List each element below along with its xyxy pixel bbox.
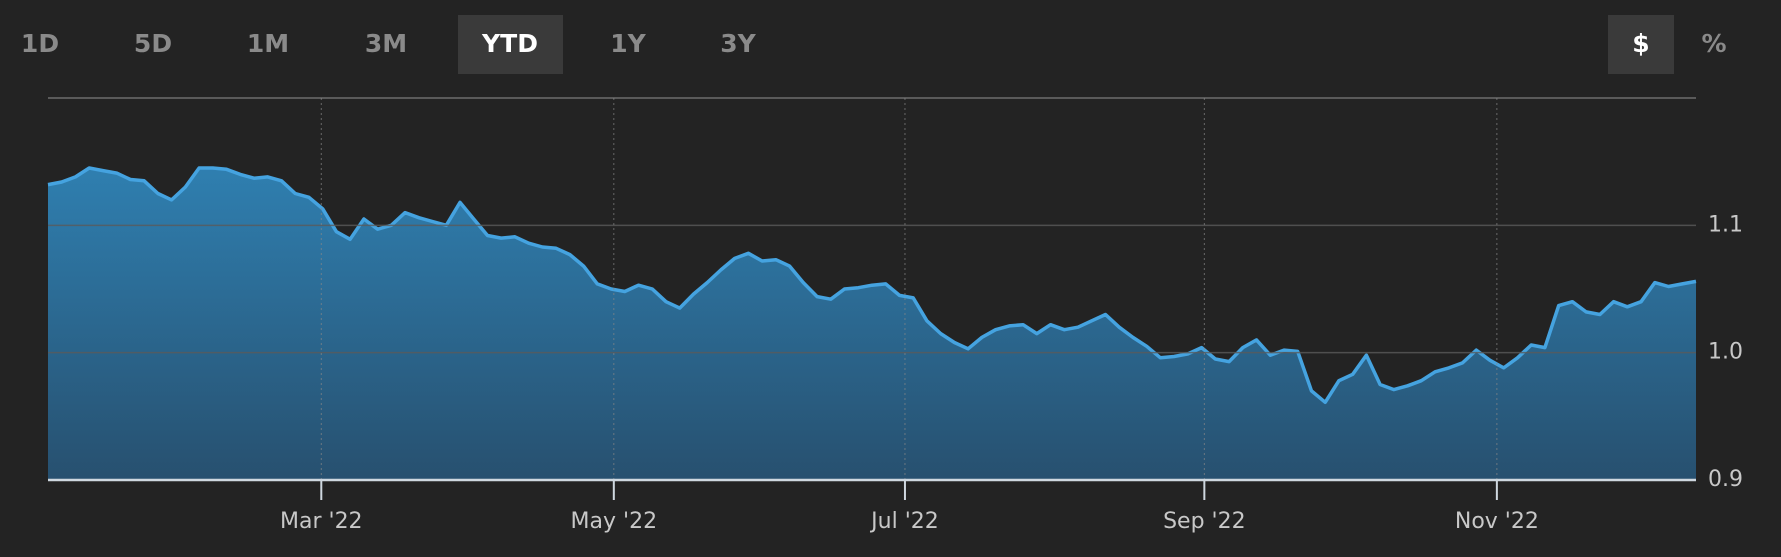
unit-button[interactable]: $ [1632,29,1649,58]
range-button[interactable]: 3Y [720,29,756,58]
unit-button-bg[interactable] [1608,15,1674,74]
y-tick-label: 0.9 [1708,467,1743,492]
range-button[interactable]: YTD [481,29,538,58]
range-button-bg[interactable] [458,15,563,74]
range-button[interactable]: 1D [21,29,59,58]
range-button[interactable]: 3M [365,29,407,58]
unit-button[interactable]: % [1701,29,1726,58]
y-tick-label: 1.1 [1708,212,1743,237]
x-tick-label: Mar '22 [280,509,363,534]
x-tick-label: Sep '22 [1163,509,1246,534]
y-tick-label: 1.0 [1708,340,1743,365]
range-button[interactable]: 1Y [610,29,646,58]
range-button[interactable]: 5D [134,29,172,58]
x-tick-label: Nov '22 [1455,509,1539,534]
area-fill [48,168,1696,480]
range-button[interactable]: 1M [247,29,289,58]
x-tick-label: May '22 [571,509,658,534]
x-tick-label: Jul '22 [869,509,939,534]
area-line [47,166,1697,405]
